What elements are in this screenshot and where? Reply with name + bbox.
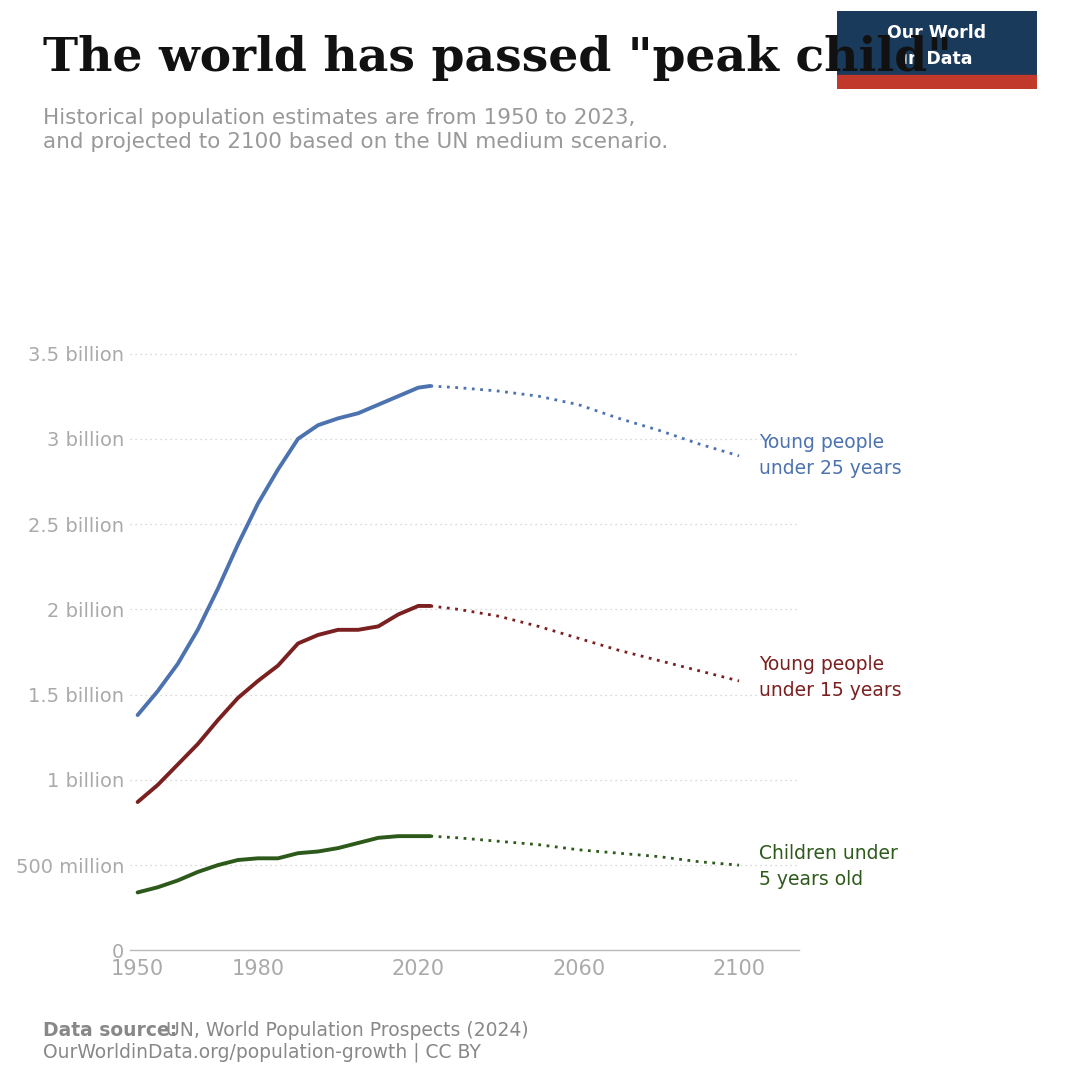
Bar: [837, 75, 1037, 89]
Text: UN, World Population Prospects (2024): UN, World Population Prospects (2024): [160, 1021, 528, 1040]
Text: Our World: Our World: [888, 24, 986, 41]
Text: OurWorldinData.org/population-growth | CC BY: OurWorldinData.org/population-growth | C…: [43, 1042, 481, 1062]
Bar: [837, 11, 1037, 75]
Text: Young people
under 25 years: Young people under 25 years: [759, 433, 902, 478]
Text: in Data: in Data: [902, 50, 972, 68]
Text: and projected to 2100 based on the UN medium scenario.: and projected to 2100 based on the UN me…: [43, 132, 669, 152]
Text: Data source:: Data source:: [43, 1021, 177, 1040]
Text: Historical population estimates are from 1950 to 2023,: Historical population estimates are from…: [43, 108, 635, 129]
Text: Children under
5 years old: Children under 5 years old: [759, 845, 897, 889]
Text: The world has passed "peak child": The world has passed "peak child": [43, 35, 953, 81]
Text: Young people
under 15 years: Young people under 15 years: [759, 656, 902, 700]
